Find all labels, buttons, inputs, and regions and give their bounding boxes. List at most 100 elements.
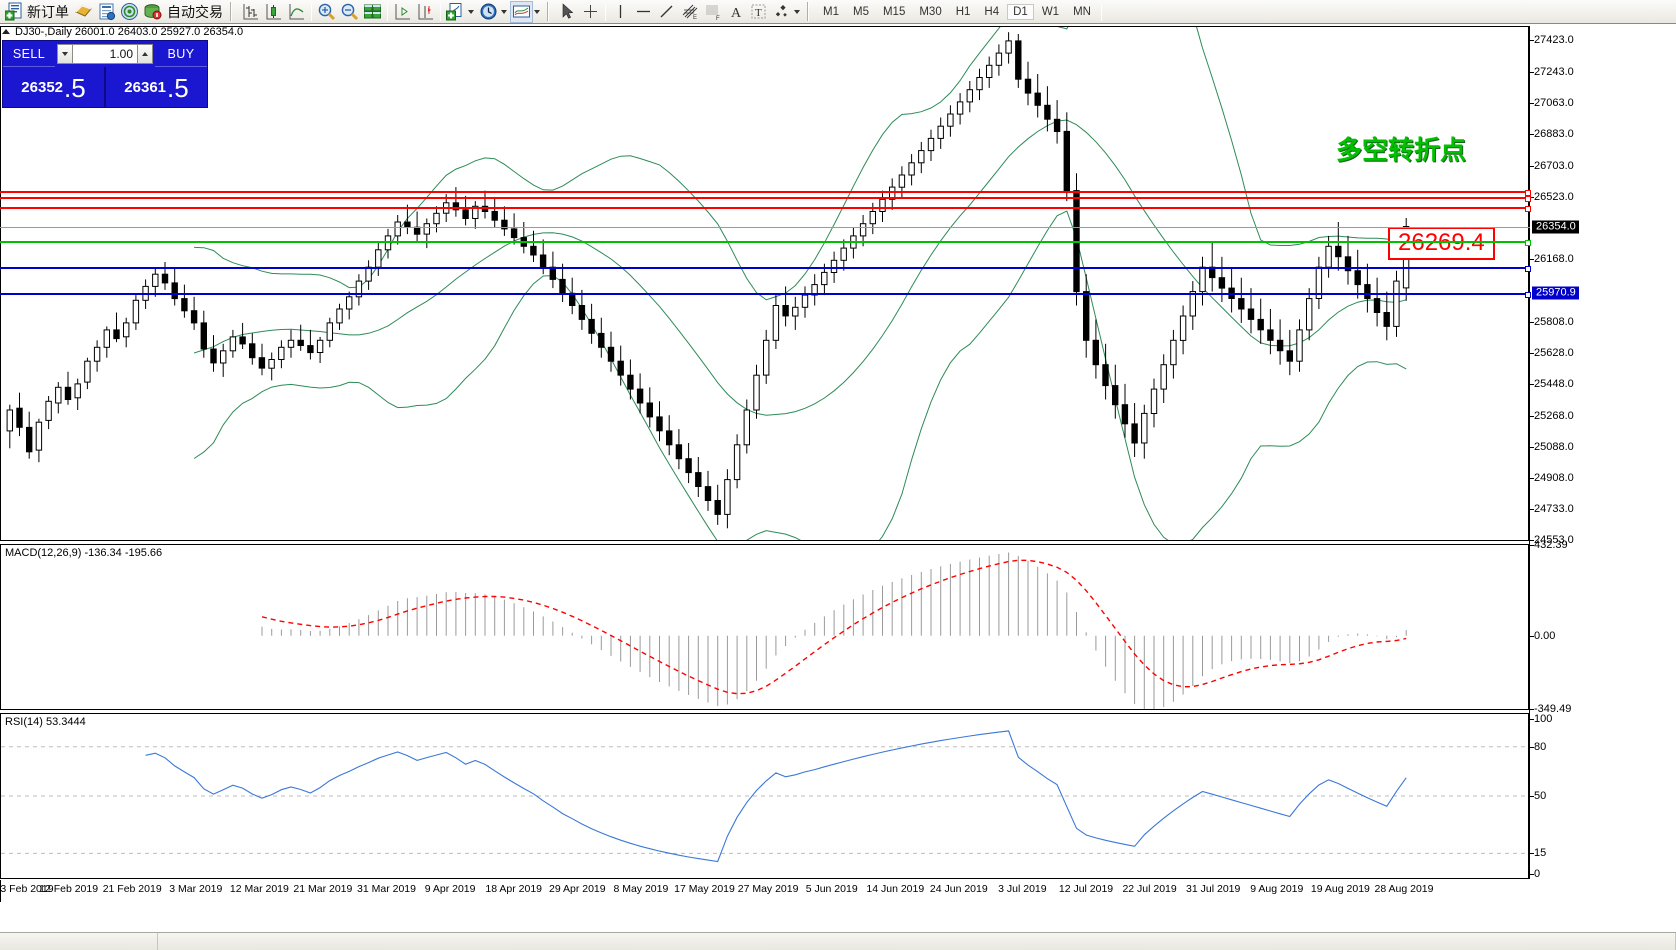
timeframe-m1[interactable]: M1 — [823, 5, 839, 18]
date-label: 12 Feb 2019 — [39, 883, 99, 895]
level-line-handle[interactable] — [1525, 292, 1531, 299]
new-order-label: 新订单 — [27, 4, 69, 21]
bar-chart-button[interactable] — [239, 1, 262, 23]
level-line-26354-0[interactable] — [0, 226, 1530, 228]
timeframe-h4[interactable]: H4 — [984, 5, 1000, 18]
zoom-out-button[interactable] — [338, 1, 361, 23]
signals-button[interactable] — [118, 1, 141, 23]
shapes-dropdown-caret[interactable] — [794, 9, 800, 14]
chart-shift-button[interactable] — [391, 1, 414, 23]
cursor-button[interactable] — [556, 1, 579, 23]
new-order-icon — [5, 2, 22, 21]
toolbar-grip[interactable] — [229, 2, 236, 21]
price-tick-26523-0: 26523.0 — [1530, 191, 1574, 204]
volume-increase-button[interactable] — [137, 44, 153, 64]
tile-windows-button[interactable] — [361, 1, 384, 23]
auto-scroll-button[interactable] — [414, 1, 437, 23]
level-line-handle[interactable] — [1525, 206, 1531, 213]
new-order-button[interactable]: 新订单 — [2, 1, 72, 23]
timeframe-mn[interactable]: MN — [1073, 5, 1091, 18]
timeframe-m15[interactable]: M15 — [882, 5, 906, 18]
volume-decrease-button[interactable] — [57, 44, 73, 64]
zoom-in-button[interactable] — [315, 1, 338, 23]
level-line-handle[interactable] — [1525, 240, 1531, 247]
timeframe-m30[interactable]: M30 — [919, 5, 942, 18]
horizontal-line-button[interactable] — [632, 1, 655, 23]
level-line-26523-0[interactable] — [0, 196, 1531, 203]
level-line-25970-9[interactable] — [0, 292, 1531, 299]
rsi-axis[interactable]: 100 80 50 15 0 — [1529, 713, 1676, 880]
level-line-handle[interactable] — [1525, 196, 1531, 203]
collapse-triangle-icon[interactable] — [2, 29, 10, 34]
price-tick-25808-0: 25808.0 — [1530, 315, 1574, 328]
date-label: 12 Jul 2019 — [1058, 883, 1114, 895]
toolbar-separator-4 — [605, 2, 606, 21]
svg-text:A: A — [731, 6, 742, 21]
timeframe-m5[interactable]: M5 — [852, 5, 869, 18]
timeframe-w1[interactable]: W1 — [1041, 5, 1060, 18]
macd-pane[interactable]: MACD(12,26,9) -136.34 -195.66 — [0, 544, 1529, 710]
date-label: 3 Mar 2019 — [169, 883, 223, 895]
level-line-handle[interactable] — [1525, 265, 1531, 272]
timeframe-d1[interactable]: D1 — [1007, 3, 1034, 20]
date-axis[interactable]: 3 Feb 2019 12 Feb 2019 21 Feb 2019 3 Mar 20… — [0, 880, 1529, 902]
buy-price-int: 26361 — [124, 79, 167, 96]
fibo-button[interactable]: F — [701, 1, 724, 23]
period-icon — [480, 3, 497, 20]
toolbar-grip-3[interactable] — [806, 2, 813, 21]
label-button[interactable]: T — [747, 1, 770, 23]
text-button[interactable]: A — [724, 1, 747, 23]
vertical-line-button[interactable] — [609, 1, 632, 23]
auto-trading-button[interactable]: 自动交易 — [164, 1, 226, 23]
templates-button[interactable] — [510, 0, 533, 23]
news-button[interactable] — [95, 1, 118, 23]
status-cell-right — [158, 933, 1676, 950]
trendline-button[interactable] — [655, 1, 678, 23]
level-line-26557-0[interactable] — [0, 190, 1531, 197]
svg-text:E: E — [693, 15, 697, 21]
add-indicator-icon — [446, 3, 462, 21]
templates-dropdown-caret[interactable] — [534, 9, 540, 14]
price-tag-26354-0[interactable]: 26354.0 — [1532, 220, 1579, 233]
date-label: 14 Jun 2019 — [866, 883, 925, 895]
period-button[interactable] — [477, 1, 500, 23]
date-label: 5 Jun 2019 — [805, 883, 858, 895]
sell-price[interactable]: 26352.5 — [3, 67, 104, 108]
line-chart-button[interactable] — [285, 1, 308, 23]
macd-tick-0_00: 0.00 — [1529, 629, 1556, 642]
level-line-26269-4[interactable] — [0, 240, 1531, 247]
market-button[interactable] — [141, 1, 164, 23]
macd-axis[interactable]: 432.39 0.00 -349.49 — [1529, 539, 1676, 715]
macd-tick-_349_49: -349.49 — [1529, 703, 1572, 715]
volume-input[interactable]: 1.00 — [73, 44, 137, 64]
price-axis[interactable]: 27423.0 27243.0 27063.0 26883.0 26703.0 26523… — [1530, 26, 1676, 546]
date-label: 22 Jul 2019 — [1122, 883, 1177, 895]
period-dropdown-caret[interactable] — [501, 9, 507, 14]
toolbar-grip-2[interactable] — [546, 2, 553, 21]
candlestick-chart-button[interactable] — [262, 1, 285, 23]
price-chart-pane[interactable] — [0, 26, 1529, 541]
buy-price[interactable]: 26361.5 — [106, 67, 207, 108]
date-label: 9 Aug 2019 — [1250, 883, 1304, 895]
one-click-trading-panel[interactable]: SELL 1.00 BUY 26352.5 26361.5 — [2, 40, 208, 108]
level-line-26464-8[interactable] — [0, 206, 1531, 213]
price-tick-24733-0: 24733.0 — [1530, 502, 1574, 515]
timeframe-h1[interactable]: H1 — [955, 5, 971, 18]
price-tag-25970-9[interactable]: 25970.9 — [1532, 286, 1579, 300]
level-line-26122-8[interactable] — [0, 265, 1531, 272]
shapes-button[interactable] — [770, 1, 793, 23]
data-window-button[interactable] — [72, 1, 95, 23]
data-window-icon — [75, 5, 92, 17]
equidistant-channel-button[interactable]: E — [678, 1, 701, 23]
price-tick-27423-0: 27423.0 — [1530, 34, 1574, 47]
rsi-pane[interactable]: RSI(14) 53.3444 — [0, 713, 1529, 879]
level-line-handle[interactable] — [1525, 190, 1531, 197]
crosshair-button[interactable] — [579, 1, 602, 23]
rsi-tick-0: 0 — [1529, 868, 1541, 880]
hline-icon — [637, 10, 650, 13]
indicator-dropdown-caret[interactable] — [468, 9, 474, 14]
add-indicator-button[interactable] — [444, 1, 467, 23]
sell-button[interactable]: SELL — [3, 41, 55, 67]
buy-button[interactable]: BUY — [155, 41, 207, 67]
toolbar-separator-2 — [387, 2, 388, 21]
